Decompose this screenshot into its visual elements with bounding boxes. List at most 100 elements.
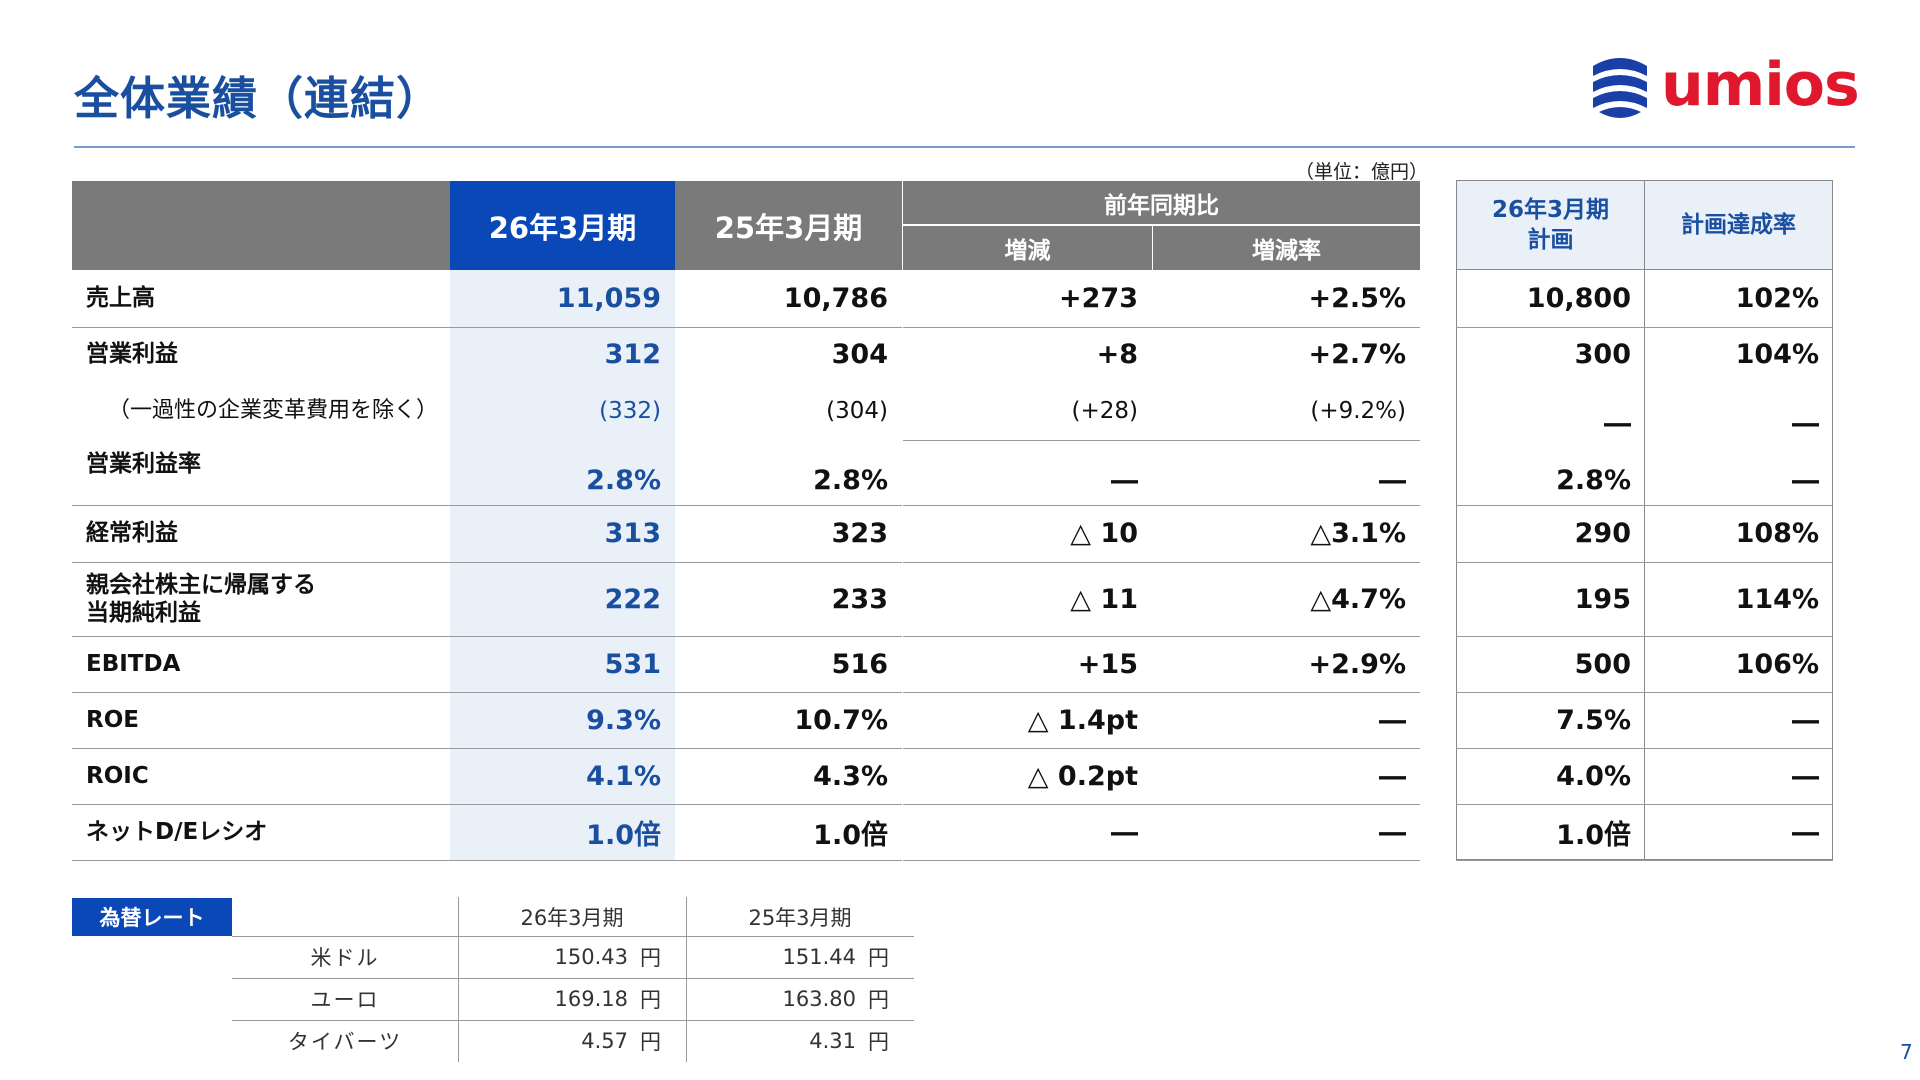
- row-divider: [72, 327, 902, 328]
- value-change: +15: [1077, 648, 1138, 680]
- value-achievement: ―: [1792, 407, 1819, 439]
- value-change-rate: +2.9%: [1308, 648, 1406, 680]
- fx-yen-fy26: 円: [640, 988, 661, 1012]
- fx-yen-fy26: 円: [640, 946, 661, 970]
- row-divider: [72, 692, 902, 693]
- value-change: +273: [1059, 282, 1138, 314]
- fx-yen-fy25: 円: [868, 946, 889, 970]
- fx-row-divider: [232, 978, 914, 979]
- value-fy25: 10.7%: [794, 704, 888, 736]
- row-divider: [72, 505, 902, 506]
- fx-yen-fy25: 円: [868, 1030, 889, 1054]
- value-fy25: 10,786: [783, 282, 888, 314]
- value-fy25: 516: [831, 648, 888, 680]
- row-divider-yoy: [903, 692, 1420, 693]
- row-divider-plan: [1456, 505, 1833, 506]
- value-fy25: 233: [831, 583, 888, 615]
- row-divider-plan: [1456, 692, 1833, 693]
- row-label: ネットD/Eレシオ: [86, 819, 268, 845]
- value-fy26: 531: [604, 648, 661, 680]
- value-fy25: 1.0倍: [813, 819, 888, 851]
- row-label: 営業利益率: [86, 451, 201, 477]
- value-change: ―: [1111, 464, 1138, 496]
- umios-logo: umios: [1585, 50, 1885, 124]
- header-fy25: 25年3月期: [675, 181, 902, 270]
- value-change-rate: △3.1%: [1310, 517, 1406, 549]
- value-plan: ―: [1604, 407, 1631, 439]
- umios-logo-mark-icon: [1593, 58, 1647, 118]
- plan-divider: [1644, 270, 1645, 860]
- value-fy25: 304: [831, 338, 888, 370]
- fx-row-divider: [232, 1020, 914, 1021]
- value-fy26: 11,059: [556, 282, 661, 314]
- value-fy25: 323: [831, 517, 888, 549]
- fx-row-divider: [232, 936, 914, 937]
- value-plan: 195: [1574, 583, 1631, 615]
- value-fy25: (304): [826, 398, 888, 424]
- row-label: 営業利益: [86, 341, 178, 367]
- header-fy26: 26年3月期: [450, 181, 675, 270]
- value-achievement: ―: [1792, 704, 1819, 736]
- value-plan: 4.0%: [1556, 760, 1631, 792]
- row-label: 売上高: [86, 285, 155, 311]
- fx-yen-fy26: 円: [640, 1030, 661, 1054]
- fx-value-fy25: 151.44: [782, 945, 856, 969]
- value-achievement: 102%: [1735, 282, 1819, 314]
- yoy-header-rule: [903, 225, 1420, 226]
- header-plan: 26年3月期 計画: [1456, 180, 1645, 270]
- fy26-column-bg: [450, 270, 675, 860]
- row-divider-yoy: [903, 860, 1420, 861]
- value-achievement: 106%: [1735, 648, 1819, 680]
- row-label: 親会社株主に帰属する 当期純利益: [86, 572, 316, 626]
- row-divider-plan: [1456, 860, 1833, 861]
- value-fy26: 1.0倍: [586, 819, 661, 851]
- row-divider: [72, 562, 902, 563]
- value-change: △ 0.2pt: [1027, 760, 1138, 792]
- row-divider-plan: [1456, 804, 1833, 805]
- value-change-rate: ―: [1379, 760, 1406, 792]
- value-change-rate: +2.5%: [1308, 282, 1406, 314]
- row-label: ROIC: [86, 763, 149, 789]
- row-divider-yoy: [903, 636, 1420, 637]
- value-plan: 1.0倍: [1556, 819, 1631, 851]
- page-title: 全体業績（連結）: [74, 72, 443, 125]
- fx-value-fy25: 4.31: [809, 1029, 856, 1053]
- value-fy26: 2.8%: [586, 464, 661, 496]
- row-label: 経常利益: [86, 520, 178, 546]
- value-change: +8: [1096, 338, 1138, 370]
- row-divider-yoy: [903, 562, 1420, 563]
- value-plan: 2.8%: [1556, 464, 1631, 496]
- row-divider-plan: [1456, 636, 1833, 637]
- header-achievement: 計画達成率: [1644, 180, 1833, 270]
- value-plan: 10,800: [1526, 282, 1631, 314]
- row-divider-yoy: [903, 505, 1420, 506]
- value-change: △ 11: [1070, 583, 1138, 615]
- value-fy25: 4.3%: [813, 760, 888, 792]
- header-yoy: 前年同期比: [903, 181, 1420, 224]
- row-divider-yoy: [903, 748, 1420, 749]
- value-change-rate: ―: [1379, 816, 1406, 848]
- fx-value-fy26: 169.18: [554, 987, 628, 1011]
- fx-currency: 米ドル: [310, 946, 380, 970]
- row-divider: [72, 804, 902, 805]
- row-divider: [72, 860, 902, 861]
- row-label: （一過性の企業変革費用を除く）: [108, 398, 439, 423]
- value-fy25: 2.8%: [813, 464, 888, 496]
- value-achievement: 114%: [1735, 583, 1819, 615]
- header-change-rate: 増減率: [1153, 226, 1420, 270]
- row-divider-yoy: [903, 440, 1420, 441]
- fx-header-fy25: 25年3月期: [748, 906, 852, 930]
- value-achievement: 108%: [1735, 517, 1819, 549]
- value-change-rate: +2.7%: [1308, 338, 1406, 370]
- logo-wordmark: umios: [1661, 50, 1860, 120]
- value-achievement: 104%: [1735, 338, 1819, 370]
- row-divider: [72, 748, 902, 749]
- value-achievement: ―: [1792, 464, 1819, 496]
- row-divider-plan: [1456, 327, 1833, 328]
- value-change: ―: [1111, 816, 1138, 848]
- row-label: EBITDA: [86, 651, 181, 677]
- value-plan: 300: [1574, 338, 1631, 370]
- header-change: 増減: [903, 226, 1152, 270]
- value-fy26: 313: [604, 517, 661, 549]
- value-change-rate: △4.7%: [1310, 583, 1406, 615]
